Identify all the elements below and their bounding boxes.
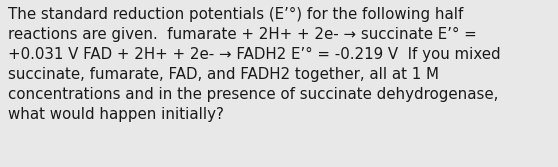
Text: The standard reduction potentials (E’°) for the following half
reactions are giv: The standard reduction potentials (E’°) … — [8, 7, 501, 122]
